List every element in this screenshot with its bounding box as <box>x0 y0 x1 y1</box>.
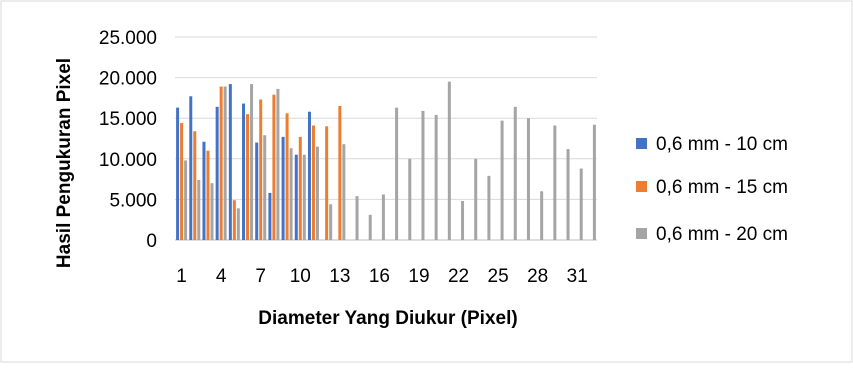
x-tick-label: 19 <box>408 266 429 287</box>
bar <box>315 146 319 240</box>
x-tick-label: 22 <box>448 266 469 287</box>
legend-swatch <box>636 138 647 149</box>
x-axis-label: Diameter Yang Diukur (Pixel) <box>258 308 517 329</box>
x-tick-label: 1 <box>176 266 187 287</box>
x-tick-label: 25 <box>488 266 509 287</box>
bar <box>276 88 280 240</box>
bar <box>329 204 333 240</box>
legend-item: 0,6 mm - 10 cm <box>636 134 788 155</box>
bar <box>202 141 206 240</box>
bar <box>395 107 399 240</box>
bars <box>176 81 596 241</box>
legend-swatch <box>636 181 647 192</box>
legend-label: 0,6 mm - 20 cm <box>656 224 788 245</box>
bar <box>223 86 227 240</box>
legend-label: 0,6 mm - 15 cm <box>656 177 788 198</box>
bar <box>368 214 372 240</box>
bar <box>421 110 425 240</box>
y-tick-label: 10.000 <box>99 150 157 171</box>
bar <box>461 201 465 240</box>
legend-item: 0,6 mm - 15 cm <box>636 177 788 198</box>
legend-label: 0,6 mm - 10 cm <box>656 134 788 155</box>
y-tick-label: 0 <box>146 231 157 252</box>
x-tick-label: 16 <box>369 266 390 287</box>
bar <box>250 84 254 240</box>
bar <box>259 99 263 240</box>
bar <box>540 191 544 240</box>
bar <box>176 107 180 240</box>
bar <box>355 196 359 240</box>
y-tick-label: 20.000 <box>99 69 157 90</box>
bar <box>579 168 583 240</box>
bar <box>338 106 342 241</box>
bar <box>193 131 197 240</box>
bar <box>553 125 557 240</box>
y-tick-label: 15.000 <box>99 109 157 130</box>
bar <box>246 114 250 240</box>
bar <box>236 208 240 240</box>
bar <box>513 106 517 240</box>
bar <box>255 142 259 240</box>
bar <box>210 183 214 240</box>
bar <box>474 158 478 240</box>
bar <box>526 118 530 240</box>
x-tick-label: 7 <box>255 266 266 287</box>
bar <box>263 135 267 240</box>
bar <box>219 86 223 240</box>
bar <box>408 158 412 240</box>
x-axis-ticks: 1 4 7 10 13 16 19 22 25 28 31 <box>176 266 587 287</box>
bar <box>272 94 276 240</box>
y-axis-ticks: 0 5.000 10.000 15.000 20.000 25.000 <box>99 28 157 252</box>
bar <box>285 113 289 240</box>
bar <box>180 123 184 240</box>
bar <box>592 124 596 240</box>
bar <box>381 194 385 240</box>
bar <box>434 114 438 240</box>
bar <box>206 150 210 240</box>
bar <box>302 154 306 240</box>
x-tick-label: 31 <box>567 266 588 287</box>
bar <box>289 148 293 240</box>
bar <box>325 126 329 240</box>
bar <box>215 106 219 240</box>
legend-item: 0,6 mm - 20 cm <box>636 224 788 245</box>
bar <box>294 154 298 240</box>
x-tick-label: 4 <box>216 266 227 287</box>
bar <box>342 144 346 240</box>
bar <box>232 200 236 240</box>
legend: 0,6 mm - 10 cm 0,6 mm - 15 cm 0,6 mm - 20 … <box>636 134 788 245</box>
x-tick-label: 10 <box>290 266 311 287</box>
bar <box>268 192 272 240</box>
bar <box>228 84 232 240</box>
y-tick-label: 5.000 <box>109 190 157 211</box>
bar <box>189 96 193 240</box>
bar <box>281 136 285 240</box>
bar <box>447 81 451 240</box>
y-axis-label: Hasil Pengukuran Pixel <box>54 58 75 268</box>
y-tick-label: 25.000 <box>99 28 157 49</box>
x-tick-label: 28 <box>527 266 548 287</box>
bar <box>487 175 491 240</box>
bar <box>184 160 188 240</box>
bar <box>311 125 315 240</box>
bar <box>298 136 302 240</box>
x-tick-label: 13 <box>329 266 350 287</box>
bar <box>197 179 201 240</box>
bar <box>307 111 311 240</box>
bar <box>500 120 504 240</box>
bar <box>242 103 246 240</box>
legend-swatch <box>636 228 647 239</box>
bar <box>566 149 570 240</box>
gridlines <box>175 36 597 241</box>
